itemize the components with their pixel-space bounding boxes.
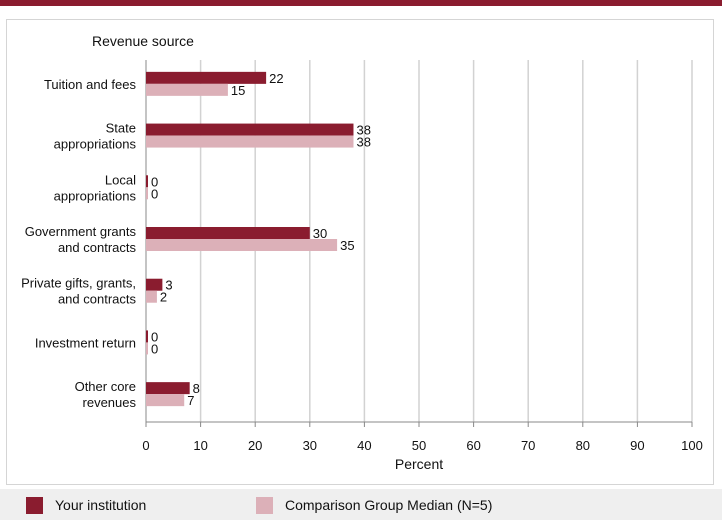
- x-tick-label-60: 60: [466, 438, 480, 453]
- legend-swatch-your-institution: [26, 496, 43, 514]
- bar-1-6: [146, 394, 185, 407]
- top-accent-rule: [0, 0, 722, 6]
- x-tick-label-10: 10: [193, 438, 207, 453]
- data-label-0-0: 22: [269, 71, 283, 86]
- category-label-3-1: and contracts: [58, 240, 137, 255]
- category-label-1-0: State: [106, 121, 136, 136]
- chart-title: Revenue source: [92, 33, 194, 49]
- category-label-4-1: and contracts: [58, 292, 137, 307]
- category-label-6-1: revenues: [83, 395, 137, 410]
- bar-0-6: [146, 382, 190, 395]
- category-label-4-0: Private gifts, grants,: [21, 276, 136, 291]
- bar-0-0: [146, 71, 267, 84]
- bar-1-5: [146, 342, 148, 355]
- data-label-0-2: 0: [151, 174, 158, 189]
- x-tick-label-70: 70: [521, 438, 535, 453]
- data-label-0-5: 0: [151, 329, 158, 344]
- x-tick-label-20: 20: [248, 438, 262, 453]
- bar-0-3: [146, 227, 310, 239]
- x-tick-label-80: 80: [576, 438, 590, 453]
- legend: Your institution Comparison Group Median…: [0, 489, 722, 520]
- legend-item-comparison-median: Comparison Group Median (N=5): [256, 495, 492, 515]
- bar-0-4: [146, 278, 163, 291]
- category-label-2-0: Local: [105, 172, 136, 187]
- category-label-6-0: Other core: [75, 379, 136, 394]
- legend-item-your-institution: Your institution: [26, 495, 146, 515]
- data-label-0-1: 38: [356, 123, 370, 138]
- bar-1-0: [146, 83, 228, 96]
- x-tick-label-30: 30: [303, 438, 317, 453]
- data-label-1-6: 7: [187, 393, 194, 408]
- x-tick-label-0: 0: [142, 438, 149, 453]
- bar-0-2: [146, 175, 148, 188]
- bar-1-2: [146, 187, 148, 200]
- x-tick-label-100: 100: [681, 438, 703, 453]
- bar-1-1: [146, 135, 354, 148]
- legend-label-comparison-median: Comparison Group Median (N=5): [285, 497, 493, 513]
- data-label-0-4: 3: [165, 278, 172, 293]
- legend-swatch-comparison-median: [256, 496, 273, 514]
- data-label-1-4: 2: [160, 290, 167, 305]
- data-label-0-3: 30: [313, 226, 327, 241]
- data-label-1-1: 38: [356, 135, 370, 150]
- data-label-1-2: 0: [151, 186, 158, 201]
- x-tick-label-50: 50: [412, 438, 426, 453]
- data-label-0-6: 8: [193, 381, 200, 396]
- bar-0-5: [146, 330, 148, 343]
- x-tick-label-40: 40: [357, 438, 371, 453]
- bars: [146, 71, 354, 407]
- data-label-1-0: 15: [231, 83, 245, 98]
- x-tick-label-90: 90: [630, 438, 644, 453]
- data-label-1-5: 0: [151, 341, 158, 356]
- category-label-1-1: appropriations: [54, 137, 137, 152]
- data-label-1-3: 35: [340, 238, 354, 253]
- bar-1-3: [146, 239, 338, 251]
- category-label-3-0: Government grants: [25, 224, 137, 239]
- bar-1-4: [146, 290, 157, 303]
- x-axis-title: Percent: [395, 456, 443, 472]
- bar-0-1: [146, 123, 354, 136]
- category-label-2-1: appropriations: [54, 188, 137, 203]
- chart-frame: [6, 19, 714, 485]
- legend-label-your-institution: Your institution: [55, 497, 147, 513]
- category-label-0-0: Tuition and fees: [44, 77, 137, 92]
- category-label-5-0: Investment return: [35, 335, 136, 350]
